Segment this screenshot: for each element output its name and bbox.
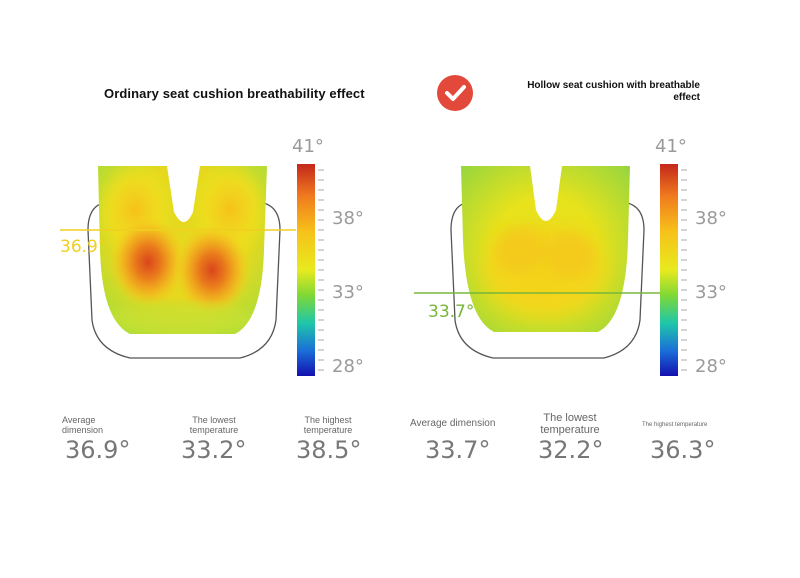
stat-label-lowest-right: The lowest temperature [540,412,600,436]
scale-label-min-right: 28° [695,356,727,377]
seat-outline-left [87,201,281,359]
right-panel-title: Hollow seat cushion with breathable effe… [527,80,700,103]
marker-value-left: 36.9° [60,237,107,257]
scale-label-max-left: 41° [292,136,324,157]
cushion-heatmap-right [461,166,630,332]
scale-label-38-left: 38° [332,208,364,229]
scale-label-min-left: 28° [332,356,364,377]
temperature-scale-bar-right [660,164,678,376]
stat-label-average-right: Average dimension [410,418,496,429]
stat-value-lowest-right: 32.2° [538,436,604,464]
scale-ticks-left [318,169,324,371]
stat-value-average-right: 33.7° [425,436,491,464]
stat-value-highest-right: 36.3° [650,436,716,464]
scale-label-33-left: 33° [332,282,364,303]
stat-value-average-left: 36.9° [65,436,131,464]
marker-value-right: 33.7° [428,302,475,322]
seat-outline-right [450,201,645,359]
stat-label-average-left: Average dimension [62,415,104,435]
stat-label-highest-left: The highest temperature [303,415,353,435]
cushion-heatmap-left [98,166,267,334]
scale-label-33-right: 33° [695,282,727,303]
stat-value-lowest-left: 33.2° [181,436,247,464]
stat-label-highest-right: The highest temperature [642,422,708,428]
left-panel-title: Ordinary seat cushion breathability effe… [104,86,365,101]
scale-ticks-right [681,169,687,371]
check-badge-icon [437,75,473,111]
scale-label-max-right: 41° [655,136,687,157]
temperature-scale-bar-left [297,164,315,376]
stat-value-highest-left: 38.5° [296,436,362,464]
stat-label-lowest-left: The lowest temperature [189,415,239,435]
scale-label-38-right: 38° [695,208,727,229]
